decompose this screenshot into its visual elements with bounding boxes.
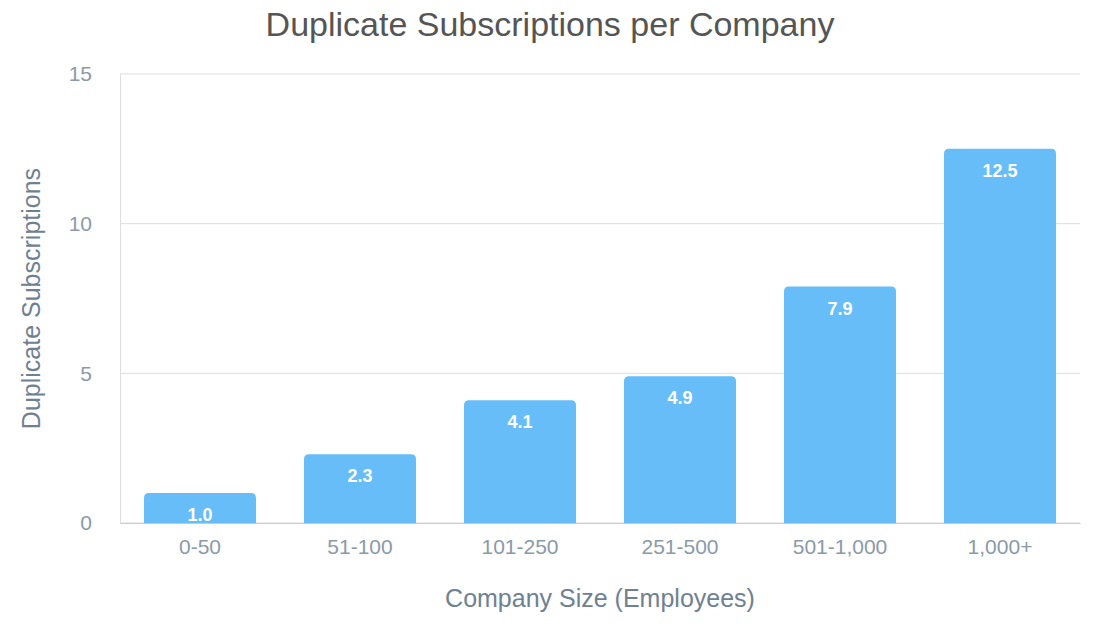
bar: [624, 376, 736, 523]
x-tick-label: 1,000+: [968, 535, 1033, 558]
data-label: 7.9: [827, 299, 852, 319]
x-tick: 251-500: [641, 523, 718, 558]
x-tick-label: 501-1,000: [793, 535, 888, 558]
y-axis: 0 5 10 15: [69, 62, 121, 534]
title: Duplicate Subscriptions per Company: [266, 5, 835, 43]
chart: Duplicate Subscriptions per Company05101…: [0, 0, 1100, 629]
y-tick-label: 0: [80, 511, 92, 534]
x-tick-label: 51-100: [327, 535, 392, 558]
x-tick-label: 101-250: [481, 535, 558, 558]
bar: [784, 287, 896, 523]
x-tick: 51-100: [327, 523, 392, 558]
data-label: 4.1: [507, 412, 532, 432]
y-tick: 10: [69, 212, 120, 235]
grid-line: [120, 223, 1080, 224]
data-label: 12.5: [982, 161, 1017, 181]
x-tick: 501-1,000: [793, 523, 888, 558]
y-tick-label: 15: [69, 62, 92, 85]
bar: [464, 400, 576, 523]
x-tick-label: 251-500: [641, 535, 718, 558]
data-label: 2.3: [347, 466, 372, 486]
data-labels: 1.0 2.3 4.1 4.9 7.9 12.5: [187, 161, 1017, 525]
y-tick-label: 5: [80, 362, 92, 385]
y-axis-line: [120, 75, 121, 524]
bars: [144, 149, 1056, 523]
data-label: 1.0: [187, 505, 212, 525]
x-tick: 1,000+: [968, 523, 1033, 558]
x-tick: 101-250: [481, 523, 558, 558]
x-axis-line: [121, 523, 1081, 524]
grid-line: [120, 74, 1080, 75]
y-tick: 5: [80, 362, 120, 385]
x-tick: 0-50: [179, 523, 221, 558]
grid: [120, 74, 1080, 523]
y-tick: 15: [69, 62, 120, 85]
grid-line: [120, 373, 1080, 374]
x-tick-label: 0-50: [179, 535, 221, 558]
x-axis: 0-50 51-100 101-250 251-500 501-1,000 1,000+: [121, 523, 1081, 558]
data-label: 4.9: [667, 388, 692, 408]
y-tick-label: 10: [69, 212, 92, 235]
bar: [304, 454, 416, 523]
bar: [944, 149, 1056, 523]
y-axis-title: Duplicate Subscriptions: [17, 168, 45, 429]
y-tick: 0: [80, 511, 120, 534]
x-axis-title: Company Size (Employees): [445, 584, 755, 612]
grid-line: [120, 523, 1080, 524]
